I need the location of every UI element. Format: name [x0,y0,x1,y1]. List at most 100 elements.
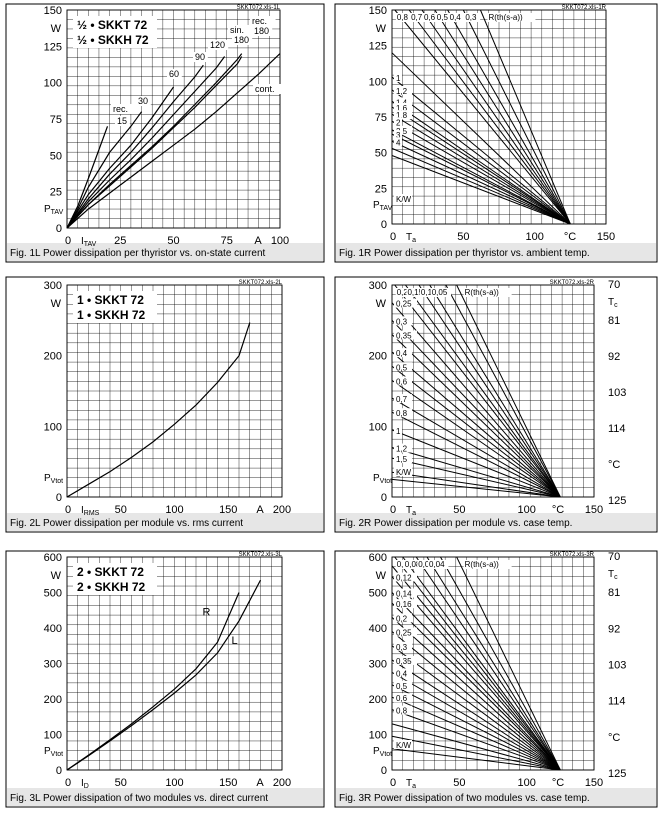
rth-left-label-bg [394,613,412,623]
rth-left-label-bg [394,330,417,340]
y-tick-label: 600 [369,552,387,564]
rth-left-label-bg [394,110,412,120]
rth-top-label: 0,4 [450,13,462,22]
legend: 1 • SKKT 721 • SKKH 72 [73,291,157,323]
rth-label-bg [448,13,465,22]
y-unit: W [376,298,387,310]
file-label: SKKT072.xls-1L [237,5,281,11]
chart-1R: Fig. 1R Power dissipation per thyristor … [334,3,658,263]
rth-label-bg [410,13,426,22]
rth-line-top [462,9,571,225]
legend-entry: ½ • SKKH 72 [77,33,149,47]
y-unit: W [376,570,387,582]
rth-left-label-bg [394,376,412,386]
rth-left-label: 0,14 [396,590,412,599]
rth-left-label-bg [394,408,412,418]
right-tick-label: 103 [608,387,626,399]
rth-left-label: 0,12 [396,574,412,583]
series-annotation: 15 [117,116,127,126]
x-unit: °C [552,504,564,516]
annotation-bg [208,40,229,50]
rth-left-label: 1,8 [396,111,408,120]
rth-top-label: 0,3 [465,13,477,22]
caption-bar [336,243,656,261]
series-annotation: rec. [113,104,128,114]
y-tick-label: 600 [44,552,62,564]
panel-frame [5,550,325,808]
y-tick-label: 75 [50,114,62,126]
y-tick-label: 0 [381,219,387,231]
y-unit: W [51,298,62,310]
x-tick-label: 150 [597,231,615,243]
rth-top-label: 0,1 [397,560,409,569]
y-tick-label: 200 [44,694,62,706]
rth-top-label: 0,08 [405,560,421,569]
x-tick-label: 75 [221,235,233,247]
panel-frame [334,276,658,533]
rth-left-label-bg [394,103,412,113]
rth-left-label: 0,3 [396,643,408,652]
rth-line-left [391,471,561,498]
rth-left-label: 1,2 [396,445,408,454]
rth-line-left [391,645,561,771]
rth-line-left [391,365,561,498]
x-axis-label: ITAV [81,236,97,248]
x-tick-label: 100 [165,777,183,789]
rth-label-bg [463,560,512,569]
y-tick-label: 25 [50,187,62,199]
caption-bar [7,513,323,531]
x-tick-label: 100 [517,777,535,789]
file-label: SKKT072.xls-1R [562,5,607,11]
rth-top-label: 0,7 [411,13,423,22]
rth-line-left [391,113,571,225]
rth-line-top [394,9,571,225]
rth-line-top [445,284,561,498]
y-axis-label: PVtot [44,746,63,758]
rth-top-label: R(th(s-a)) [488,13,523,22]
y-tick-label: 200 [369,694,387,706]
panel-frame [5,276,325,533]
y-axis-label: PTAV [373,200,393,212]
rth-left-label-bg [394,85,412,95]
series-annotation: 90 [195,52,205,62]
rth-left-label: 1,5 [396,455,408,464]
rth-left-label-bg [394,467,412,476]
y-tick-label: 300 [369,280,387,292]
y-tick-label: 0 [56,223,62,235]
x-tick-label: 0 [390,504,396,516]
series-line-R [66,592,240,771]
y-tick-label: 300 [44,280,62,292]
series-line-90 [66,64,204,229]
right-axis-label: Tc [608,569,618,581]
series-line-60 [66,86,174,229]
chart-3L: Fig. 3L Power dissipation of two modules… [5,550,325,808]
rth-label-bg [403,560,425,569]
right-tick-label: 114 [608,696,626,708]
chart-2R: Fig. 2R Power dissipation per module vs.… [334,276,658,533]
series-label-r: R [202,607,210,619]
rth-left-label-bg [394,641,412,651]
y-axis-label: PTAV [44,204,64,216]
x-axis-label: IRMS [81,505,100,517]
y-tick-label: 125 [369,41,387,53]
series-label-l: L [231,635,237,647]
rth-line-left [391,319,561,498]
rth-label-bg [395,560,412,569]
panel-frame [5,3,325,263]
rth-line-left [391,133,571,225]
rth-label-bg [487,13,536,22]
y-tick-label: 400 [369,623,387,635]
y-tick-label: 100 [44,78,62,90]
rth-line-top [402,556,561,771]
rth-line-left [391,89,571,225]
grid [391,556,595,771]
x-tick-label: 150 [585,777,603,789]
rth-line-left [391,129,571,225]
chart-1L: Fig. 1L Power dissipation per thyristor … [5,3,325,263]
series-annotation: 180 [234,35,249,45]
rth-line-left [391,155,571,225]
y-tick-label: 200 [369,351,387,363]
grid [391,9,607,225]
y-tick-label: 150 [369,5,387,17]
rth-line-left [391,659,561,771]
